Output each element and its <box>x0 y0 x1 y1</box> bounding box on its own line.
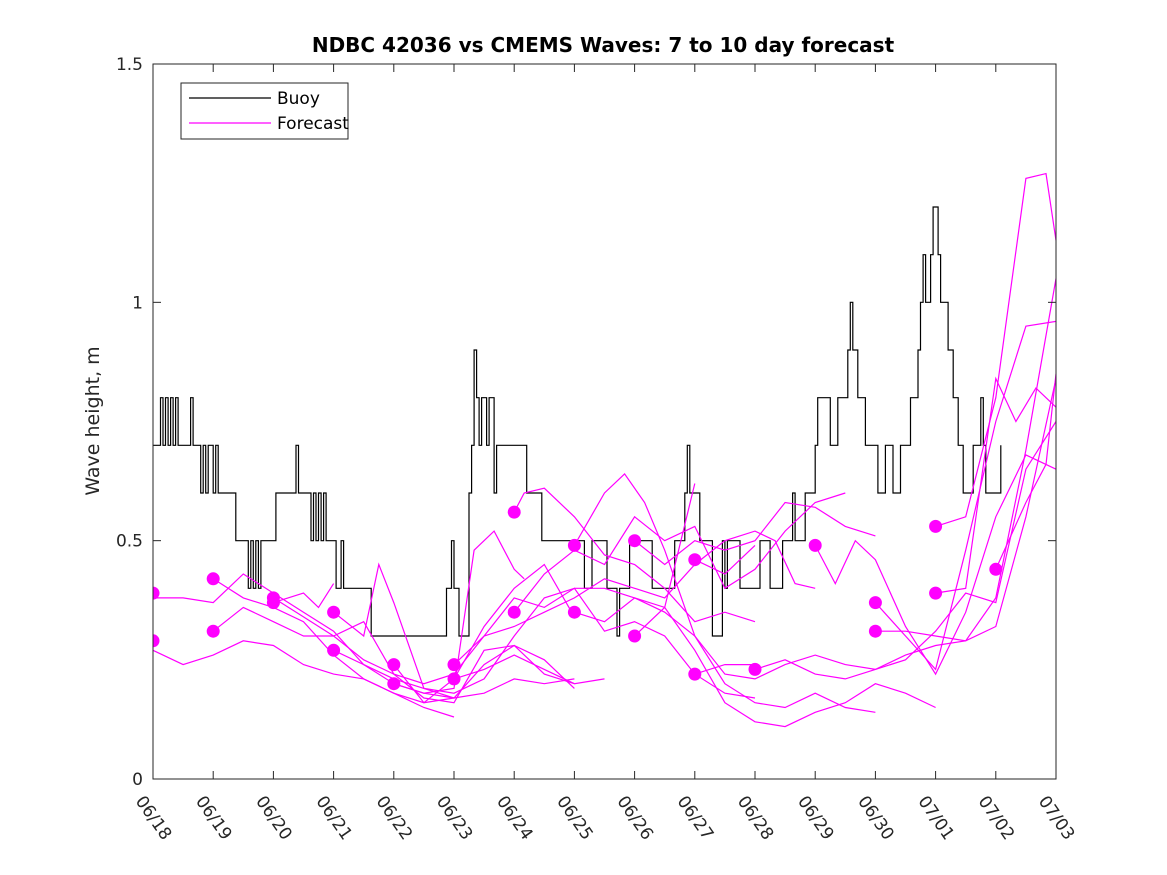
forecast-init-marker-8 <box>327 643 341 657</box>
forecast-init-marker-13 <box>507 505 521 519</box>
y-tick-label-4: 1.5 <box>116 55 143 75</box>
forecast-line-11 <box>453 530 816 666</box>
series-group <box>153 172 1056 728</box>
y-tick-label-1: 0 <box>132 770 143 790</box>
forecast-init-marker-26 <box>929 586 943 600</box>
forecast-line-24 <box>875 278 1056 642</box>
legend-box <box>180 82 349 140</box>
axes-box <box>152 63 1057 780</box>
forecast-init-marker-4 <box>206 624 220 638</box>
forecast-line-20 <box>694 663 755 675</box>
y-tick-label-3: 1 <box>132 293 143 313</box>
forecast-line-5 <box>273 587 756 699</box>
forecast-init-marker-20 <box>688 667 702 681</box>
forecast-line-22 <box>814 454 1056 676</box>
forecast-init-marker-9 <box>387 658 401 672</box>
forecast-line-21 <box>754 421 1056 680</box>
legend: Buoy Forecast <box>180 82 349 140</box>
forecast-init-marker-21 <box>748 662 762 676</box>
forecast-init-marker-18 <box>628 629 642 643</box>
forecast-line-9 <box>393 563 575 704</box>
forecast-init-marker-22 <box>808 538 822 552</box>
forecast-init-marker-27 <box>989 562 1003 576</box>
forecast-init-marker-6 <box>266 596 280 610</box>
chart-title: NDBC 42036 vs CMEMS Waves: 7 to 10 day f… <box>312 33 895 57</box>
forecast-line-16 <box>574 483 696 623</box>
y-axis-label: Wave height, m <box>82 346 104 495</box>
forecast-init-marker-14 <box>507 605 521 619</box>
forecast-init-marker-15 <box>567 538 581 552</box>
forecast-init-marker-11 <box>447 658 461 672</box>
forecast-line-23 <box>874 320 1056 671</box>
forecast-init-marker-1 <box>153 586 160 600</box>
forecast-line-7 <box>333 562 575 699</box>
forecast-line-12 <box>453 654 605 685</box>
forecast-init-marker-16 <box>567 605 581 619</box>
forecast-line-26 <box>935 376 1056 594</box>
forecast-init-marker-23 <box>868 596 882 610</box>
forecast-line-18 <box>634 606 936 728</box>
forecast-line-27 <box>995 373 1056 570</box>
forecast-init-marker-12 <box>447 672 461 686</box>
forecast-init-marker-19 <box>688 553 702 567</box>
buoy-line <box>153 206 1002 637</box>
forecast-line-1 <box>153 378 1056 694</box>
forecast-line-25 <box>935 172 1056 527</box>
forecast-line-17 <box>634 501 876 566</box>
forecast-line-10 <box>393 683 455 699</box>
forecast-line-6 <box>273 583 335 609</box>
legend-label-2: Forecast <box>277 114 349 134</box>
forecast-line-19 <box>694 544 756 575</box>
forecast-init-marker-10 <box>387 677 401 691</box>
plot-area <box>153 172 1056 728</box>
forecast-line-13 <box>513 487 756 623</box>
legend-label-1: Buoy <box>277 89 320 109</box>
forecast-line-2 <box>153 640 455 718</box>
forecast-line-8 <box>333 530 525 694</box>
forecast-init-marker-3 <box>206 572 220 586</box>
forecast-init-marker-25 <box>929 519 943 533</box>
forecast-init-marker-2 <box>153 634 160 648</box>
forecast-init-marker-17 <box>628 534 642 548</box>
forecast-init-marker-7 <box>327 605 341 619</box>
forecast-init-marker-24 <box>868 624 882 638</box>
y-tick-label-2: 0.5 <box>116 532 143 552</box>
forecast-line-14 <box>513 492 846 613</box>
forecast-line-15 <box>573 472 876 713</box>
